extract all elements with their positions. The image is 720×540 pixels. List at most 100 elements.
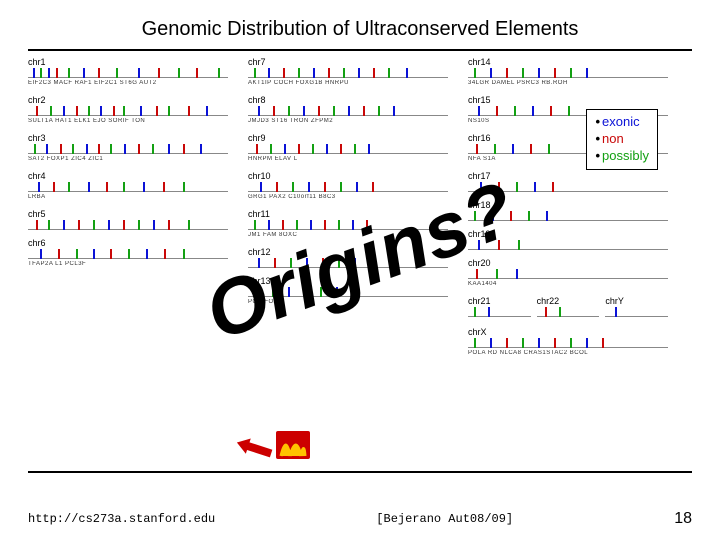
chromosome-track [468,269,668,279]
uce-tick [356,182,358,192]
chromosome-row: chr1EIF2C3 MACF RAF1 EIF2C1 ST6G AUT2 [28,57,228,87]
uce-tick [393,106,395,116]
uce-tick [474,338,476,348]
uce-tick [498,240,500,250]
uce-tick [324,182,326,192]
uce-tick [512,144,514,154]
uce-tick [258,258,260,268]
uce-tick [276,182,278,192]
uce-tick [348,106,350,116]
chromosome-row: chrXPOLA RD NLCA8 CRAS1STAC2 BCOL [468,327,668,357]
uce-tick [48,68,50,78]
uce-tick [183,249,185,259]
gene-labels: JMJD3 ST16 TRON ZFPM2 [248,118,448,125]
footer-url: http://cs273a.stanford.edu [28,512,215,526]
uce-tick [33,68,35,78]
uce-tick [63,106,65,116]
chromosome-label: chr7 [248,57,448,67]
chromosome-row: chr19 [468,229,668,250]
gene-labels: AKT1IP COCH FOXG1B HNRPU [248,80,448,87]
uce-tick [254,220,256,230]
chromosome-label: chrY [605,296,668,306]
uce-tick [288,106,290,116]
uce-tick [146,249,148,259]
uce-tick [488,307,490,317]
chromosome-track [248,182,448,192]
uce-tick [506,68,508,78]
chromosome-row: chr1434LGR DAMEL PSRC3 RB.ROH [468,57,668,87]
chromosome-row: chr20KAA1404 [468,258,668,288]
gene-labels: 34LGR DAMEL PSRC3 RB.ROH [468,80,668,87]
gene-labels: SAT2 FOXP1 ZIC4 ZIC1 [28,156,228,163]
uce-tick [138,220,140,230]
uce-tick [68,68,70,78]
uce-tick [372,182,374,192]
uce-tick [474,68,476,78]
uce-tick [260,182,262,192]
gene-labels: EIF2C3 MACF RAF1 EIF2C1 ST6G AUT2 [28,80,228,87]
chromosome-row: chr18 [468,200,668,221]
mcdonalds-logo-icon [276,431,310,459]
chromosome-label: chr3 [28,133,228,143]
uce-tick [514,106,516,116]
uce-tick [110,144,112,154]
uce-tick [40,68,42,78]
uce-tick [288,287,290,297]
uce-tick [53,182,55,192]
uce-tick [36,220,38,230]
uce-tick [336,287,338,297]
page-number: 18 [674,510,692,528]
chromosome-row: chr17 [468,171,668,192]
uce-tick [138,68,140,78]
uce-tick [86,144,88,154]
gene-labels: PCH FOXL [248,299,448,306]
uce-tick [38,182,40,192]
uce-tick [304,287,306,297]
chromosome-row: chr7 AKT1IP COCH FOXG1B HNRPU [248,57,448,87]
uce-tick [518,240,520,250]
uce-tick [406,68,408,78]
uce-tick [78,220,80,230]
uce-tick [570,338,572,348]
chromosome-label: chr22 [537,296,600,306]
uce-tick [313,68,315,78]
uce-tick [178,68,180,78]
uce-tick [570,68,572,78]
uce-tick [368,144,370,154]
uce-tick [538,338,540,348]
uce-tick [282,220,284,230]
uce-tick [538,68,540,78]
uce-tick [306,258,308,268]
chromosome-track [468,211,668,221]
uce-tick [478,106,480,116]
chromosome-label: chr13 [248,276,448,286]
column-1: chr1EIF2C3 MACF RAF1 EIF2C1 ST6G AUT2 chr… [28,57,228,276]
chart-area: •exonic •non •possibly Origins? chr1EIF2… [28,51,692,471]
uce-tick [196,68,198,78]
footer-ref: [Bejerano Aut08/09] [376,512,513,526]
chromosome-label: chr11 [248,209,448,219]
uce-tick [68,182,70,192]
uce-tick [363,106,365,116]
gene-labels: SULT1A HAT1 ELK1 EJO SORIF TON [28,118,228,125]
uce-tick [164,249,166,259]
uce-tick [328,68,330,78]
uce-tick [312,144,314,154]
uce-tick [76,106,78,116]
chromosome-track [468,240,668,250]
gene-labels: LRBA [28,194,228,201]
uce-tick [168,220,170,230]
uce-tick [110,249,112,259]
uce-tick [474,307,476,317]
uce-tick [343,68,345,78]
uce-tick [492,211,494,221]
column-3: chr1434LGR DAMEL PSRC3 RB.ROHchr15NS10Sc… [468,57,668,365]
uce-tick [546,211,548,221]
uce-tick [48,220,50,230]
uce-tick [324,220,326,230]
uce-tick [163,182,165,192]
uce-tick [46,144,48,154]
uce-tick [56,68,58,78]
uce-tick [128,249,130,259]
chromosome-label: chr9 [248,133,448,143]
